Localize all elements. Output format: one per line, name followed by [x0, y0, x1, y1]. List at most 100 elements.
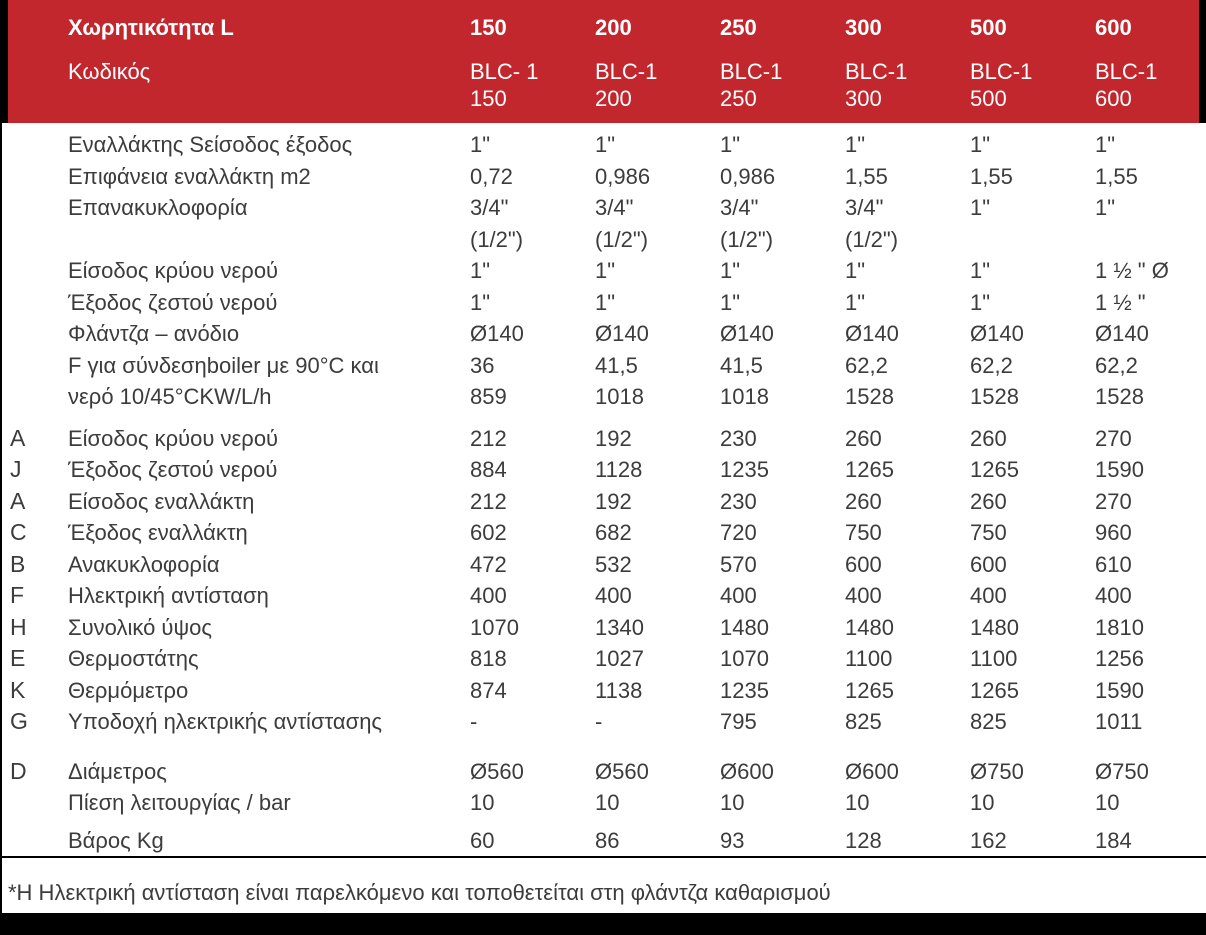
row-value: 3/4" (1/2")	[845, 195, 899, 252]
row-value: 532	[595, 551, 632, 577]
row-value: 1,55	[845, 163, 888, 189]
row-value: 570	[720, 551, 757, 577]
table-row: A Είσοδος κρύου νερού 212 192 230 260 260 270	[2, 423, 1206, 455]
row-value: 1"	[845, 289, 866, 315]
row-value: 400	[970, 583, 1007, 608]
row-letter: A	[10, 487, 26, 514]
row-value: 1,55	[1095, 163, 1138, 189]
capacity-value: 600	[1095, 15, 1132, 40]
row-label: Πίεση λειτουργίας / bar	[68, 790, 291, 815]
row-label: Επιφάνεια εναλλάκτη m2	[68, 163, 311, 189]
row-value: 162	[970, 827, 1007, 853]
table-row: G Υποδοχή ηλεκτρικής αντίστασης - - 795 825 82…	[2, 706, 1206, 738]
table-body: Εναλλάκτης Sείσοδος έξοδος 1" 1" 1" 1" 1" 1" Επ…	[0, 123, 1206, 856]
row-value: 184	[1095, 827, 1132, 853]
row-value: 1340	[595, 614, 644, 640]
row-letter: G	[10, 708, 28, 734]
row-label: Διάμετρος	[68, 758, 167, 784]
row-value: 41,5 1018	[595, 352, 644, 410]
row-letter	[10, 161, 68, 193]
row-value: 1"	[970, 289, 991, 315]
row-value: 1"	[1095, 195, 1116, 220]
row-letter: E	[10, 645, 26, 671]
row-label: Θερμοστάτης	[68, 646, 199, 671]
capacity-value: 250	[720, 15, 757, 40]
row-value: 192	[595, 488, 632, 514]
table-row: B Ανακυκλοφορία 472 532 570 600 600 610	[2, 549, 1206, 581]
row-value: 1"	[595, 132, 616, 157]
row-value: 1"	[595, 258, 616, 283]
row-letter	[10, 192, 68, 255]
row-label: Θερμόμετρο	[68, 677, 189, 703]
table-row: Επιφάνεια εναλλάκτη m2 0,72 0,986 0,986 1,55…	[2, 161, 1206, 193]
row-letter: H	[10, 613, 27, 640]
row-value: 1"	[970, 258, 991, 283]
row-value: 1100	[970, 646, 1018, 671]
row-value: 1"	[1095, 132, 1116, 157]
row-value: 10	[470, 790, 495, 815]
row-letter	[10, 787, 68, 819]
row-letter: J	[10, 456, 22, 482]
row-value: 1"	[720, 132, 741, 157]
header-band: Χωρητικότητα L 150 200 250 300 500 600 Κωδικό…	[8, 0, 1199, 123]
row-letter: A	[10, 424, 26, 451]
row-value: 960	[1095, 520, 1132, 545]
code-value: BLC-1 200	[595, 59, 658, 111]
row-value: Ø140	[595, 321, 649, 346]
row-value: 825	[970, 709, 1007, 734]
row-value: 1480	[845, 614, 894, 640]
row-value: 1590	[1095, 677, 1144, 703]
footnote-row: *Η Ηλεκτρική αντίσταση είναι παρελκόμενο…	[0, 856, 1206, 913]
row-value: 1235	[720, 457, 769, 482]
row-value: 0,986	[720, 163, 776, 189]
table-row: Πίεση λειτουργίας / bar 10 10 10 10 10 10	[2, 787, 1206, 819]
row-label: Είσοδος εναλλάκτη	[68, 488, 255, 514]
row-value: 472	[470, 551, 507, 577]
row-value: 10	[970, 790, 995, 815]
row-value: 1"	[470, 258, 491, 283]
row-value: 1256	[1095, 646, 1144, 671]
row-value: 1"	[970, 132, 991, 157]
capacity-value: 150	[470, 15, 507, 40]
table-row: Έξοδος ζεστού νερού 1" 1" 1" 1" 1" 1 ½ "	[2, 287, 1206, 319]
row-letter: B	[10, 550, 26, 577]
row-value: 1265	[845, 457, 894, 482]
row-label: Είσοδος κρύου νερού	[68, 425, 279, 451]
row-letter	[10, 350, 68, 413]
row-letter: C	[10, 519, 27, 545]
row-value: 260	[845, 488, 882, 514]
table-row: H Συνολικό ύψος 1070 1340 1480 1480 1480 1810	[2, 612, 1206, 644]
row-value: 0,72	[470, 163, 513, 189]
row-label: Έξοδος εναλλάκτη	[68, 520, 248, 545]
row-value: 10	[845, 790, 870, 815]
row-value: Ø140	[1095, 321, 1149, 346]
row-value: 3/4" (1/2")	[470, 195, 524, 252]
row-value: 1265	[845, 677, 894, 703]
row-value: 270	[1095, 488, 1132, 514]
row-value: 1265	[970, 677, 1019, 703]
row-value: 750	[970, 520, 1007, 545]
row-value: Ø600	[845, 758, 899, 784]
row-value: 874	[470, 677, 507, 703]
footnote: *Η Ηλεκτρική αντίσταση είναι παρελκόμενο…	[8, 880, 831, 905]
row-value: 400	[1095, 583, 1132, 608]
row-value: 610	[1095, 551, 1132, 577]
row-value: 1235	[720, 677, 769, 703]
row-value: 1027	[595, 646, 644, 671]
row-value: 1 ½ "	[1095, 289, 1146, 315]
header-code-row: Κωδικός BLC- 1 150 BLC-1 200 BLC-1 250 BLC-…	[8, 58, 1199, 112]
row-value: 41,5 1018	[720, 352, 769, 410]
row-value: 1"	[470, 132, 491, 157]
row-value: 3/4" (1/2")	[595, 195, 649, 252]
row-value: 10	[1095, 790, 1120, 815]
row-value: 400	[595, 583, 632, 608]
row-letter	[10, 287, 68, 319]
row-label: Ηλεκτρική αντίσταση	[68, 583, 269, 608]
row-value: Ø140	[970, 321, 1024, 346]
row-value: 128	[845, 827, 882, 853]
row-value: 1070	[470, 614, 519, 640]
row-value: 0,986	[595, 163, 651, 189]
row-value: Ø750	[970, 758, 1024, 784]
row-value: 720	[720, 520, 757, 545]
row-value: 1"	[845, 258, 866, 283]
